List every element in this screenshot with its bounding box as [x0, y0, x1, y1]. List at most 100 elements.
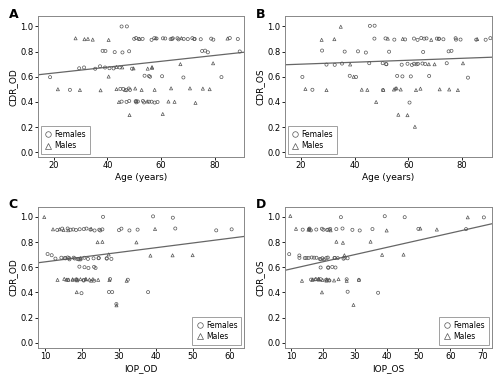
- Point: [90, 255, 98, 261]
- Point: [132, 35, 140, 41]
- Point: [89, 276, 97, 282]
- Point: [404, 61, 411, 67]
- Point: [126, 87, 134, 93]
- Point: [196, 36, 204, 42]
- Point: [115, 227, 123, 233]
- Point: [143, 98, 151, 104]
- Point: [72, 277, 80, 283]
- Point: [380, 213, 388, 219]
- Point: [309, 277, 317, 283]
- Point: [337, 214, 345, 220]
- Text: D: D: [256, 199, 266, 211]
- Point: [355, 277, 363, 283]
- Point: [298, 278, 306, 284]
- Point: [412, 61, 420, 67]
- Point: [318, 289, 326, 295]
- Point: [382, 35, 390, 42]
- Point: [323, 276, 331, 282]
- Point: [134, 227, 141, 233]
- Point: [315, 277, 323, 283]
- Point: [190, 36, 198, 42]
- Point: [354, 48, 362, 54]
- Point: [64, 277, 72, 283]
- Point: [298, 227, 306, 233]
- Point: [146, 74, 154, 80]
- Point: [440, 36, 448, 42]
- Point: [110, 66, 118, 72]
- Point: [436, 86, 444, 92]
- Point: [350, 302, 358, 308]
- Point: [73, 277, 81, 283]
- Point: [90, 278, 98, 284]
- Text: C: C: [8, 199, 18, 211]
- Point: [40, 214, 48, 220]
- Point: [318, 37, 326, 43]
- Point: [456, 37, 464, 43]
- Point: [318, 226, 326, 232]
- Point: [422, 35, 430, 42]
- Point: [192, 100, 200, 106]
- Point: [148, 99, 156, 105]
- Point: [138, 87, 145, 93]
- Point: [125, 98, 133, 104]
- Point: [398, 62, 406, 68]
- Point: [344, 255, 351, 261]
- Y-axis label: CDR_OS: CDR_OS: [256, 259, 264, 296]
- Point: [184, 36, 192, 42]
- Point: [307, 227, 315, 234]
- Point: [139, 98, 147, 104]
- Point: [124, 277, 132, 283]
- Point: [122, 278, 130, 284]
- Point: [169, 35, 177, 41]
- Point: [174, 35, 182, 41]
- Point: [76, 256, 84, 263]
- Point: [76, 276, 84, 282]
- Point: [304, 227, 312, 233]
- Point: [132, 239, 140, 245]
- Point: [104, 74, 112, 80]
- Point: [486, 35, 494, 41]
- Point: [334, 255, 342, 261]
- Point: [302, 86, 310, 92]
- Point: [46, 74, 54, 80]
- Point: [80, 277, 88, 283]
- Point: [318, 255, 326, 261]
- Point: [65, 255, 73, 261]
- Point: [62, 277, 70, 283]
- Point: [362, 50, 370, 56]
- Point: [305, 226, 313, 232]
- Point: [425, 73, 433, 79]
- Point: [161, 35, 169, 42]
- Point: [418, 61, 426, 67]
- Point: [433, 35, 441, 42]
- Point: [384, 35, 392, 42]
- Point: [75, 256, 83, 263]
- Point: [66, 256, 74, 263]
- Point: [126, 227, 134, 234]
- Point: [218, 74, 226, 80]
- Point: [452, 35, 460, 41]
- Point: [116, 64, 124, 70]
- Point: [379, 87, 387, 93]
- Point: [418, 35, 426, 41]
- Point: [318, 48, 326, 54]
- Point: [352, 74, 360, 80]
- Point: [106, 65, 114, 71]
- Point: [324, 227, 332, 233]
- Point: [324, 265, 332, 271]
- Text: A: A: [8, 8, 18, 21]
- Point: [312, 255, 320, 261]
- Point: [72, 35, 80, 41]
- Point: [407, 74, 415, 80]
- Point: [416, 86, 424, 92]
- Point: [393, 73, 401, 79]
- Point: [118, 99, 126, 105]
- Point: [421, 61, 429, 67]
- Point: [121, 87, 129, 93]
- X-axis label: Age (years): Age (years): [362, 173, 414, 182]
- Point: [435, 35, 443, 42]
- Point: [188, 252, 196, 258]
- Point: [378, 252, 386, 258]
- Point: [104, 37, 112, 43]
- Point: [350, 74, 358, 80]
